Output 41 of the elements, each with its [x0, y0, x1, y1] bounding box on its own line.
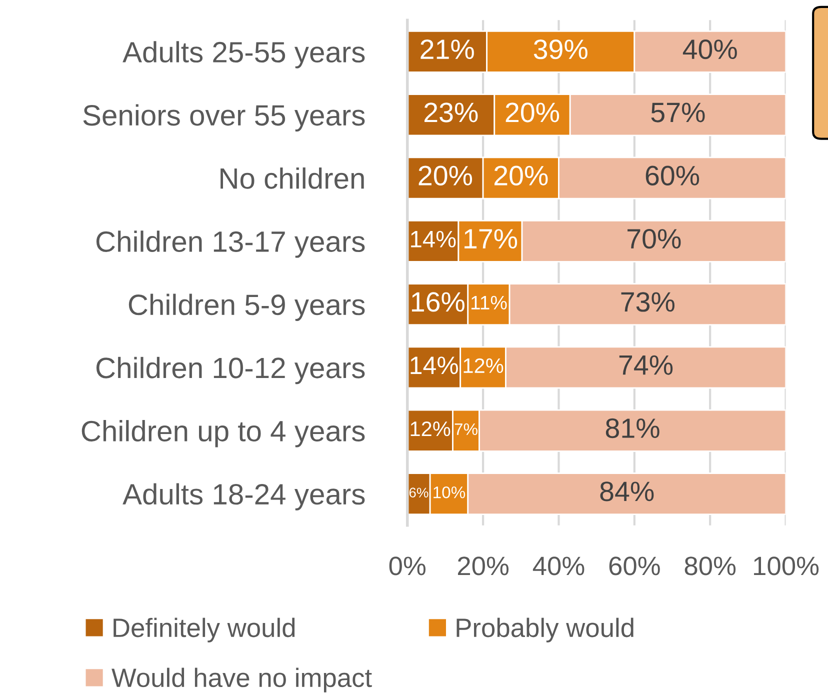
y-tick-label: Children 10-12 years — [96, 356, 365, 384]
y-tick-label: No children — [220, 167, 364, 189]
legend-label: Definitely would — [114, 618, 295, 642]
data-label: 7% — [454, 423, 478, 436]
data-label: 73% — [621, 292, 674, 312]
y-tick-label: Children up to 4 years — [82, 420, 365, 448]
x-tick-label: 0% — [389, 556, 426, 576]
data-label: 10% — [434, 486, 466, 498]
data-label: 6% — [409, 488, 428, 498]
data-label: 60% — [646, 166, 700, 186]
y-tick-label: Adults 25-55 years — [122, 41, 365, 68]
data-label: 12% — [410, 421, 450, 436]
data-label: 20% — [418, 166, 472, 186]
data-label: 21% — [420, 39, 474, 60]
data-label: 20% — [494, 166, 548, 186]
data-label: 16% — [412, 292, 464, 312]
data-label: 20% — [506, 102, 560, 122]
data-label: 84% — [600, 482, 654, 502]
data-label: 23% — [424, 102, 478, 122]
legend-label: Probably would — [456, 618, 634, 642]
data-label: 12% — [464, 358, 504, 373]
y-tick-label: Adults 18-24 years — [122, 483, 365, 510]
x-tick-label: 60% — [609, 556, 660, 576]
y-tick-label: Seniors over 55 years — [83, 104, 365, 132]
data-label: 14% — [411, 230, 456, 248]
data-label: 17% — [464, 229, 518, 249]
y-tick-label: Children 13-17 years — [96, 230, 365, 258]
x-tick-label: 20% — [458, 556, 509, 576]
data-label: 40% — [682, 39, 737, 60]
y-tick-label: Children 5-9 years — [128, 294, 365, 321]
data-label: 11% — [471, 296, 507, 310]
data-label: 14% — [410, 356, 458, 374]
legend-label: Would have no impact — [112, 668, 372, 692]
x-tick-label: 100% — [754, 556, 819, 576]
x-tick-label: 80% — [684, 556, 736, 576]
data-label: 70% — [628, 228, 681, 249]
data-label: 39% — [534, 39, 588, 60]
data-label: 74% — [619, 355, 673, 375]
data-label: 57% — [651, 102, 705, 122]
x-tick-label: 40% — [532, 556, 584, 576]
data-label: 81% — [606, 418, 660, 438]
